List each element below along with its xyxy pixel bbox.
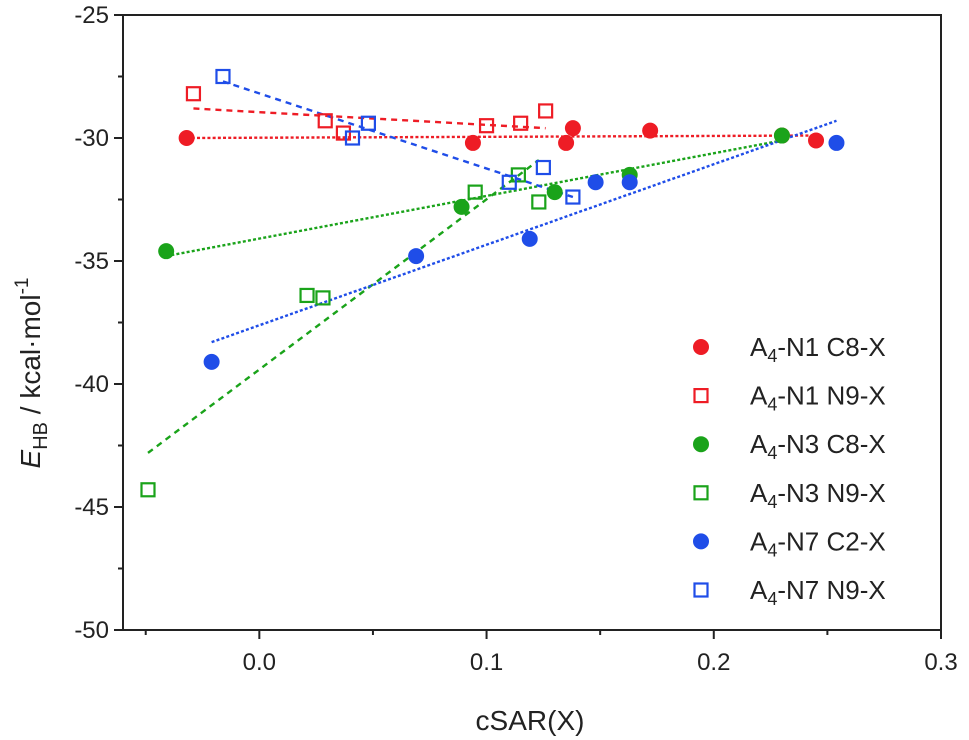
legend-marker-series-3 — [693, 436, 709, 453]
fit-line-series-2 — [193, 107, 546, 130]
x-tick-label: 0.1 — [470, 649, 503, 676]
data-point-series-4 — [467, 184, 483, 200]
fit-line-series-5 — [211, 119, 837, 344]
data-point-series-6 — [215, 68, 231, 85]
fit-lines — [147, 80, 837, 454]
data-point-series-6 — [535, 159, 551, 176]
y-axis: -25 -30 -35 -40 -45 -50 — [74, 2, 123, 644]
x-tick-label: 0.2 — [697, 649, 730, 676]
data-point-series-3 — [158, 243, 175, 260]
legend-label-prefix: A — [750, 381, 768, 411]
data-point-series-4 — [531, 194, 547, 210]
legend-label-subscript: 4 — [767, 346, 777, 366]
legend-label-series-5: A4-N7 C2-X — [750, 526, 886, 560]
legend-marker-series-5 — [693, 533, 709, 550]
y-tick-label: -50 — [74, 617, 109, 644]
y-axis-label-subscript: HB — [30, 422, 52, 450]
legend-label-subscript: 4 — [767, 395, 777, 415]
fit-line-series-6 — [222, 80, 574, 199]
y-axis-label-superscript: -1 — [12, 278, 33, 295]
data-point-series-1 — [464, 134, 481, 151]
legend-label-prefix: A — [750, 575, 768, 605]
data-point-series-2 — [513, 115, 529, 131]
fit-line-series-4 — [147, 159, 540, 454]
data-point-series-5 — [587, 174, 604, 191]
data-point-series-6 — [501, 174, 517, 190]
legend-label-rest: -N7 N9-X — [777, 575, 885, 605]
x-tick-label: 0.0 — [243, 649, 276, 676]
legend-label-subscript: 4 — [767, 589, 777, 609]
legend-label-subscript: 4 — [767, 443, 777, 463]
y-axis-label: EHB / kcal·mol-1 — [12, 278, 52, 469]
data-points — [140, 68, 845, 498]
legend-label-rest: -N7 C2-X — [777, 526, 885, 556]
data-point-series-6 — [565, 189, 581, 205]
data-point-series-2 — [538, 103, 554, 119]
legend-marker-series-6 — [693, 582, 709, 598]
data-point-series-3 — [453, 198, 470, 215]
data-point-series-5 — [521, 230, 538, 247]
legend-label-rest: -N3 C8-X — [777, 429, 885, 459]
data-point-series-2 — [335, 125, 352, 141]
legend-label-series-1: A4-N1 C8-X — [750, 332, 886, 366]
x-axis-label: cSAR(X) — [476, 705, 585, 736]
legend-label-rest: -N1 C8-X — [777, 332, 885, 362]
data-point-series-2 — [317, 113, 333, 129]
legend-label-series-2: A4-N1 N9-X — [750, 381, 886, 415]
legend-label-subscript: 4 — [767, 540, 777, 560]
y-tick-label: -40 — [74, 371, 109, 398]
legend-label-series-6: A4-N7 N9-X — [750, 575, 886, 609]
y-tick-label: -35 — [74, 248, 109, 275]
legend-label-prefix: A — [750, 429, 768, 459]
data-point-series-5 — [203, 353, 220, 370]
legend: A4-N1 C8-XA4-N1 N9-XA4-N3 C8-XA4-N3 N9-X… — [693, 332, 886, 609]
x-axis: 0.0 0.1 0.2 0.3 — [144, 630, 958, 676]
fit-line-series-1 — [186, 134, 817, 140]
data-point-series-6 — [344, 130, 361, 146]
y-tick-label: -45 — [74, 494, 109, 521]
legend-marker-series-1 — [693, 339, 709, 355]
data-point-series-6 — [360, 115, 376, 131]
legend-label-prefix: A — [750, 478, 768, 508]
legend-label-series-4: A4-N3 N9-X — [750, 478, 886, 512]
data-point-series-3 — [773, 127, 790, 144]
y-tick-label: -25 — [74, 2, 109, 29]
data-point-series-5 — [408, 248, 425, 265]
data-point-series-2 — [185, 86, 202, 102]
data-point-series-1 — [642, 122, 659, 139]
data-point-series-3 — [546, 184, 563, 201]
data-point-series-1 — [558, 134, 575, 151]
data-point-series-2 — [478, 118, 495, 134]
legend-label-subscript: 4 — [767, 492, 777, 512]
legend-label-series-3: A4-N3 C8-X — [750, 429, 886, 463]
data-point-series-4 — [140, 482, 156, 498]
data-point-series-4 — [299, 287, 315, 304]
data-point-series-5 — [621, 174, 638, 191]
legend-label-rest: -N1 N9-X — [777, 381, 885, 411]
data-point-series-1 — [178, 130, 195, 146]
legend-marker-series-2 — [693, 388, 709, 404]
legend-marker-series-4 — [693, 485, 709, 501]
data-point-series-5 — [828, 134, 845, 151]
y-axis-label-units: / kcal·mol — [15, 294, 46, 422]
legend-label-rest: -N3 N9-X — [777, 478, 885, 508]
x-tick-label: 0.3 — [924, 649, 957, 676]
data-point-series-1 — [808, 132, 825, 149]
y-tick-label: -30 — [74, 125, 109, 152]
legend-label-prefix: A — [750, 526, 768, 556]
data-point-series-4 — [315, 290, 331, 306]
y-axis-label-main: E — [15, 449, 46, 468]
data-point-series-1 — [564, 120, 581, 137]
legend-label-prefix: A — [750, 332, 768, 362]
